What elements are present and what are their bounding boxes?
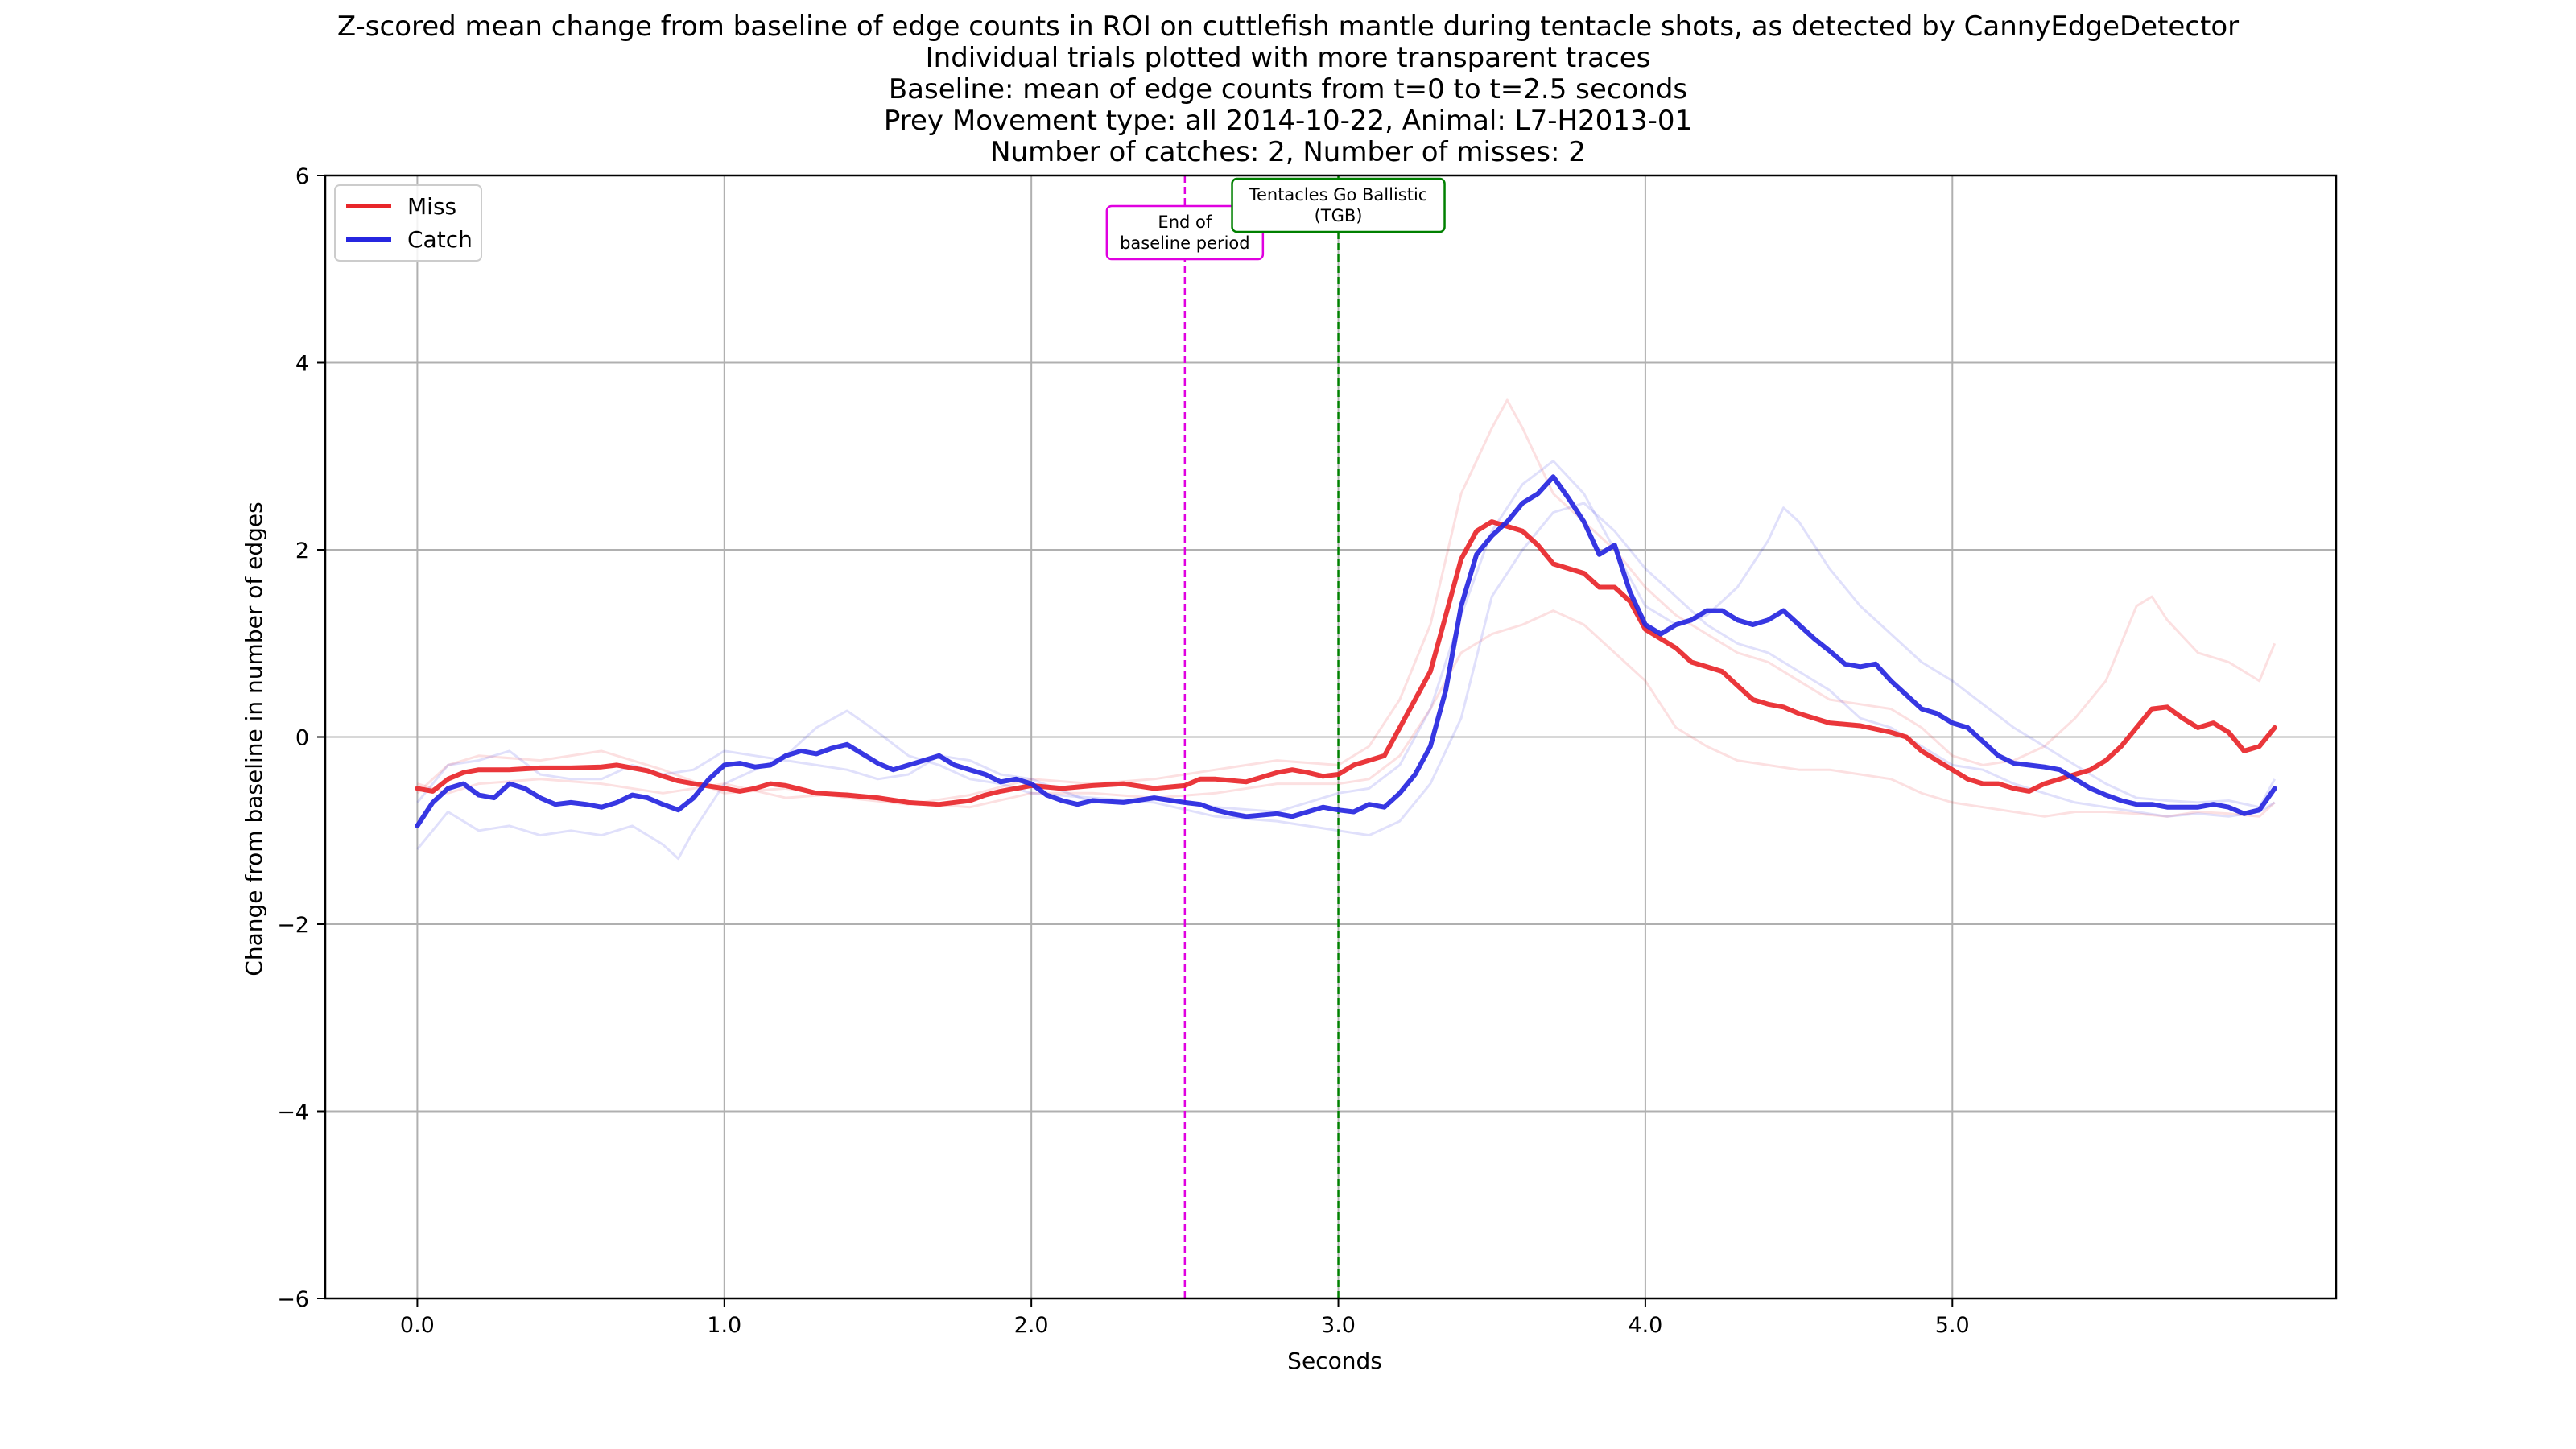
- trial-trace: [416, 502, 2276, 861]
- plot-area: [324, 174, 2338, 1300]
- y-tick-label: 4: [295, 352, 309, 377]
- legend: Miss Catch: [334, 184, 482, 262]
- title-line: Number of catches: 2, Number of misses: …: [990, 136, 1586, 168]
- chart-title: Z-scored mean change from baseline of ed…: [337, 10, 2239, 168]
- annotation-text: End of: [1158, 213, 1212, 232]
- legend-label: Miss: [407, 193, 456, 220]
- annotation-box: [1231, 177, 1446, 233]
- series-line-catch: [415, 474, 2277, 828]
- legend-label: Catch: [407, 226, 473, 253]
- x-axis-ticks: 0.0 1.0 2.0 3.0 4.0 5.0: [400, 1298, 1970, 1338]
- title-line: Z-scored mean change from baseline of ed…: [337, 10, 2239, 43]
- annotation-text: baseline period: [1120, 233, 1250, 253]
- y-axis-ticks: −6 −4 −2 0 2 4 6: [277, 164, 325, 1312]
- x-tick-label: 2.0: [1014, 1313, 1049, 1338]
- title-line: Baseline: mean of edge counts from t=0 t…: [889, 73, 1687, 105]
- trial-trace: [416, 460, 2277, 813]
- x-tick-label: 5.0: [1935, 1313, 1970, 1338]
- y-tick-label: 6: [295, 164, 309, 189]
- trial-trace: [416, 398, 2277, 806]
- annotation-text: Tentacles Go Ballistic: [1249, 185, 1428, 204]
- y-tick-label: −6: [277, 1287, 309, 1312]
- x-axis-label: Seconds: [1287, 1348, 1382, 1374]
- x-tick-label: 3.0: [1321, 1313, 1356, 1338]
- x-tick-label: 0.0: [400, 1313, 435, 1338]
- y-tick-label: −4: [277, 1100, 309, 1125]
- title-line: Prey Movement type: all 2014-10-22, Anim…: [884, 105, 1692, 137]
- series-line-miss: [415, 519, 2277, 807]
- y-tick-label: −2: [277, 913, 309, 938]
- title-line: Individual trials plotted with more tran…: [926, 42, 1651, 74]
- y-axis-label: Change from baseline in number of edges: [241, 502, 267, 976]
- annotation-text: (TGB): [1315, 206, 1363, 225]
- y-tick-label: 2: [295, 539, 309, 564]
- y-tick-label: 0: [295, 726, 309, 751]
- x-tick-label: 1.0: [707, 1313, 741, 1338]
- x-tick-label: 4.0: [1628, 1313, 1662, 1338]
